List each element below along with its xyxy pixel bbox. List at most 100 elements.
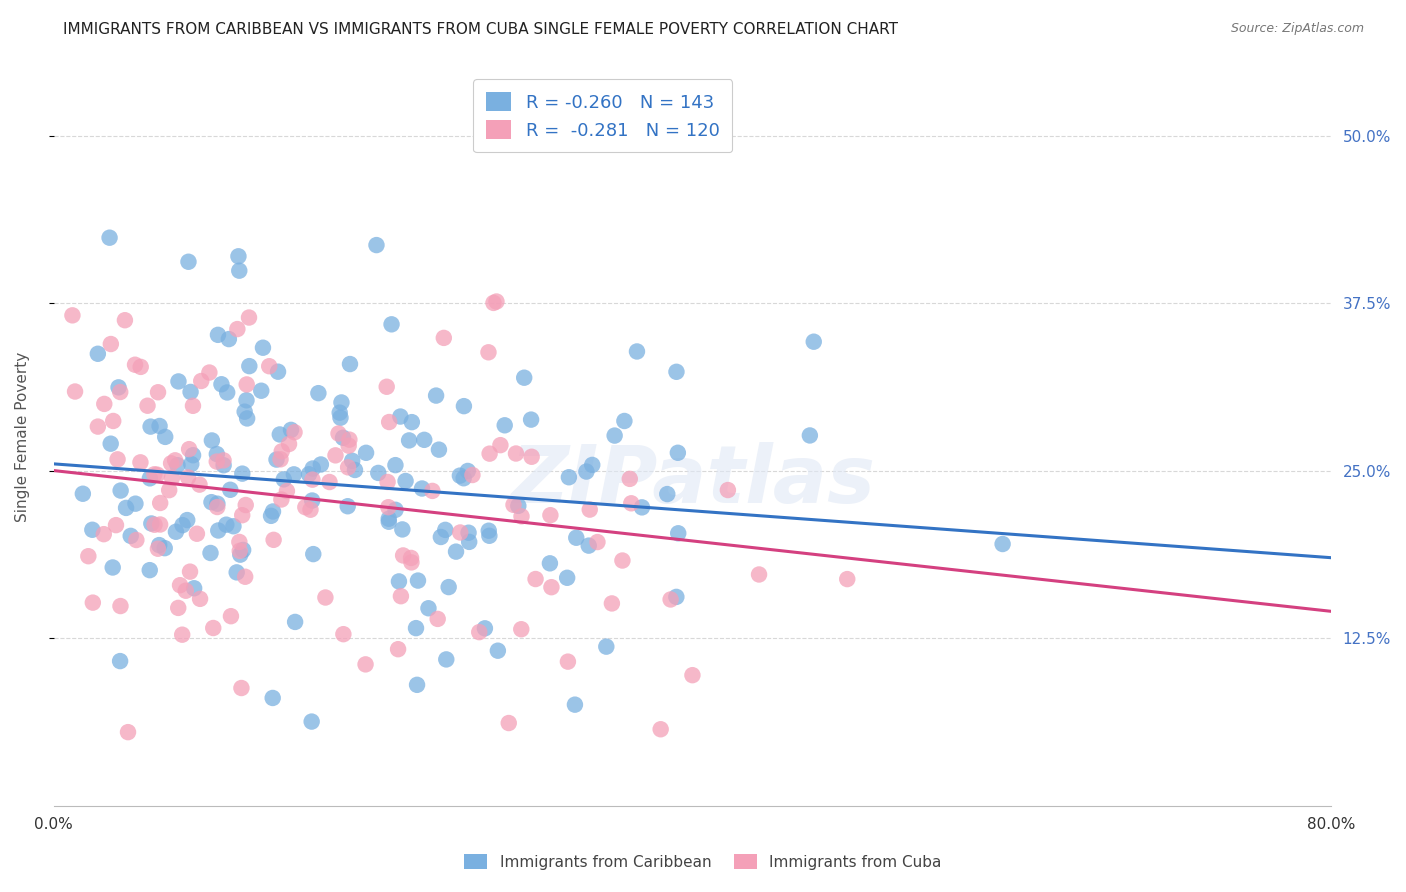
Point <box>165 453 187 467</box>
Point <box>262 690 284 705</box>
Point <box>205 447 228 461</box>
Point <box>575 465 598 479</box>
Point <box>117 725 139 739</box>
Point <box>169 578 191 592</box>
Point <box>666 526 689 541</box>
Point <box>377 475 399 489</box>
Point <box>294 500 316 515</box>
Point <box>283 467 305 482</box>
Point <box>267 365 290 379</box>
Point <box>141 516 163 531</box>
Point <box>406 678 429 692</box>
Point <box>339 357 361 371</box>
Point <box>626 344 648 359</box>
Point <box>139 471 162 485</box>
Point <box>301 473 323 487</box>
Point <box>124 358 146 372</box>
Point <box>482 296 505 310</box>
Point <box>231 508 253 523</box>
Point <box>87 419 110 434</box>
Point <box>266 452 288 467</box>
Point <box>207 500 229 514</box>
Point <box>205 454 228 468</box>
Point <box>558 470 581 484</box>
Point <box>433 331 456 345</box>
Point <box>340 454 363 468</box>
Point <box>188 591 211 606</box>
Point <box>329 406 352 420</box>
Legend: R = -0.260   N = 143, R =  -0.281   N = 120: R = -0.260 N = 143, R = -0.281 N = 120 <box>474 79 733 153</box>
Point <box>183 581 205 595</box>
Point <box>207 497 229 511</box>
Point <box>600 596 623 610</box>
Point <box>148 419 170 434</box>
Point <box>146 385 169 400</box>
Point <box>110 483 132 498</box>
Point <box>332 431 354 445</box>
Point <box>236 411 259 425</box>
Point <box>143 517 166 532</box>
Point <box>181 448 204 462</box>
Point <box>125 533 148 547</box>
Point <box>427 442 450 457</box>
Point <box>177 254 200 268</box>
Point <box>238 359 260 373</box>
Point <box>399 550 422 565</box>
Point <box>486 643 509 657</box>
Point <box>211 377 233 392</box>
Point <box>659 592 682 607</box>
Point <box>337 439 360 453</box>
Point <box>219 483 242 497</box>
Point <box>422 483 444 498</box>
Point <box>564 698 586 712</box>
Point <box>389 589 412 603</box>
Point <box>146 541 169 556</box>
Point <box>392 549 415 563</box>
Point <box>149 496 172 510</box>
Point <box>457 464 479 478</box>
Point <box>136 399 159 413</box>
Point <box>377 512 399 526</box>
Point <box>401 555 423 569</box>
Point <box>186 526 208 541</box>
Point <box>384 503 406 517</box>
Point <box>235 393 257 408</box>
Point <box>229 548 252 562</box>
Point <box>153 541 176 556</box>
Point <box>212 453 235 467</box>
Point <box>367 466 389 480</box>
Point <box>413 433 436 447</box>
Point <box>218 332 240 346</box>
Point <box>212 458 235 473</box>
Point <box>301 714 323 729</box>
Point <box>146 467 169 482</box>
Point <box>181 399 204 413</box>
Point <box>453 471 475 485</box>
Point <box>103 414 125 428</box>
Point <box>803 334 825 349</box>
Point <box>101 560 124 574</box>
Point <box>502 498 524 512</box>
Point <box>217 385 239 400</box>
Point <box>378 515 401 529</box>
Point <box>228 249 250 263</box>
Point <box>380 318 402 332</box>
Point <box>235 377 257 392</box>
Point <box>329 410 352 425</box>
Point <box>270 444 292 458</box>
Point <box>298 467 321 482</box>
Point <box>337 460 360 475</box>
Point <box>318 475 340 489</box>
Point <box>444 544 467 558</box>
Point <box>485 294 508 309</box>
Point <box>330 395 353 409</box>
Point <box>252 341 274 355</box>
Point <box>180 457 202 471</box>
Point <box>991 537 1014 551</box>
Point <box>665 365 688 379</box>
Point <box>405 621 427 635</box>
Point <box>115 500 138 515</box>
Point <box>180 384 202 399</box>
Point <box>215 517 238 532</box>
Point <box>631 500 654 515</box>
